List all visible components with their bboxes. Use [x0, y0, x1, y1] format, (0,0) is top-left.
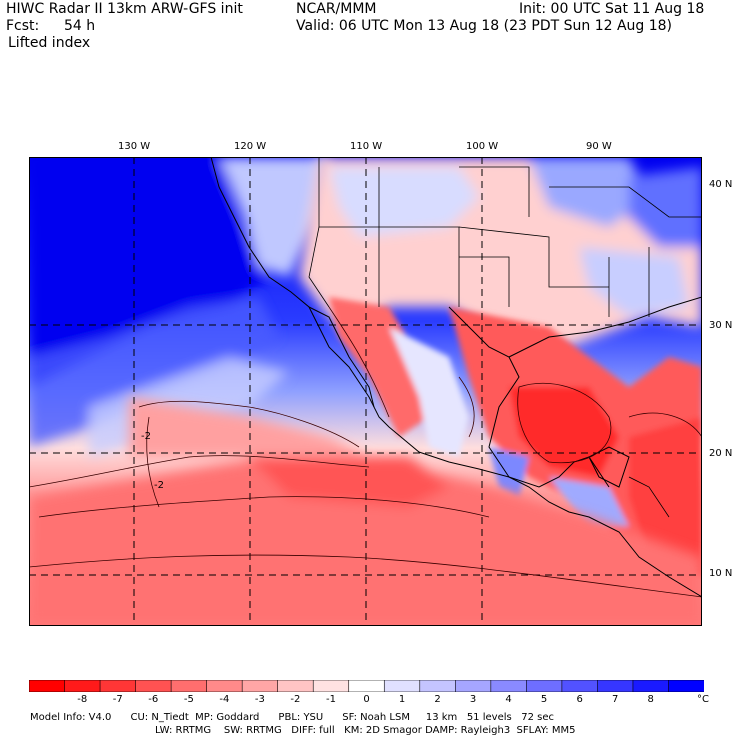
contour-label: -2: [154, 480, 164, 491]
colorbar-swatch: [64, 680, 101, 692]
lat-label: 30 N: [709, 320, 733, 331]
colorbar: [29, 680, 704, 692]
colorbar-label: 8: [647, 694, 654, 705]
contours: [29, 306, 702, 598]
colorbar-label: 7: [612, 694, 619, 705]
colorbar-swatch: [241, 680, 279, 692]
model-title: HIWC Radar II 13km ARW-GFS init: [6, 1, 243, 17]
model-info-line1: Model Info: V4.0 CU: N_Tiedt MP: Goddard…: [30, 712, 555, 723]
lon-label: 90 W: [586, 141, 612, 152]
colorbar-label: -7: [112, 694, 123, 705]
colorbar-label: 1: [398, 694, 406, 705]
colorbar-swatch: [526, 680, 563, 692]
lat-label: 40 N: [709, 179, 733, 190]
lifted-index-map: -2 -2: [29, 157, 702, 626]
land-field: [299, 157, 702, 347]
colorbar-swatch: [99, 680, 137, 692]
colorbar-label: 4: [505, 694, 512, 705]
colorbar-swatch: [383, 680, 421, 692]
colorbar-swatch: [419, 680, 457, 692]
colorbar-swatch: [206, 680, 243, 692]
colorbar-swatch: [668, 680, 704, 692]
colorbar-label: -4: [219, 694, 230, 705]
colorbar-label: -8: [77, 694, 88, 705]
forecast-hour: 54 h: [64, 18, 96, 34]
lat-label: 20 N: [709, 448, 733, 459]
unstable-region-gulf: [329, 297, 702, 577]
graticule: [29, 157, 702, 626]
colorbar-label: -6: [148, 694, 159, 705]
colorbar-swatch: [561, 680, 599, 692]
colorbar-swatch: [277, 680, 315, 692]
init-time: Init: 00 UTC Sat 11 Aug 18: [519, 1, 705, 17]
colorbar-swatch: [170, 680, 208, 692]
colorbar-label: -2: [290, 694, 301, 705]
colorbar-swatch: [348, 680, 386, 692]
colorbar-swatch: [312, 680, 350, 692]
colorbar-label: -5: [183, 694, 194, 705]
colorbar-label: 5: [540, 694, 548, 705]
colorbar-swatch: [29, 680, 66, 692]
colorbar-swatch: [135, 680, 172, 692]
field-name: Lifted index: [8, 35, 91, 51]
org-label: NCAR/MMM: [296, 1, 377, 17]
colorbar-label: 6: [576, 694, 583, 705]
colorbar-label: 3: [469, 694, 477, 705]
map-frame: [29, 157, 702, 626]
lon-label: 110 W: [350, 141, 383, 152]
colorbar-label: -3: [254, 694, 265, 705]
colorbar-unit: °C: [697, 694, 709, 705]
lon-label: 100 W: [466, 141, 499, 152]
forecast-label: Fcst:: [6, 18, 40, 34]
lon-label: 120 W: [234, 141, 267, 152]
colorbar-swatch: [455, 680, 492, 692]
lat-label: 10 N: [709, 568, 733, 579]
colorbar-swatch: [632, 680, 670, 692]
lon-label: 130 W: [118, 141, 151, 152]
colorbar-label: 0: [363, 694, 370, 705]
state-borders: [308, 157, 702, 518]
colorbar-swatch: [597, 680, 634, 692]
contour-label: -2: [141, 431, 151, 442]
colorbar-label: 2: [434, 694, 441, 705]
colorbar-swatch: [490, 680, 528, 692]
model-info-line2: LW: RRTMG SW: RRTMG DIFF: full KM: 2D Sm…: [155, 725, 576, 736]
colorbar-label: -1: [326, 694, 336, 705]
valid-time: Valid: 06 UTC Mon 13 Aug 18 (23 PDT Sun …: [296, 18, 673, 34]
